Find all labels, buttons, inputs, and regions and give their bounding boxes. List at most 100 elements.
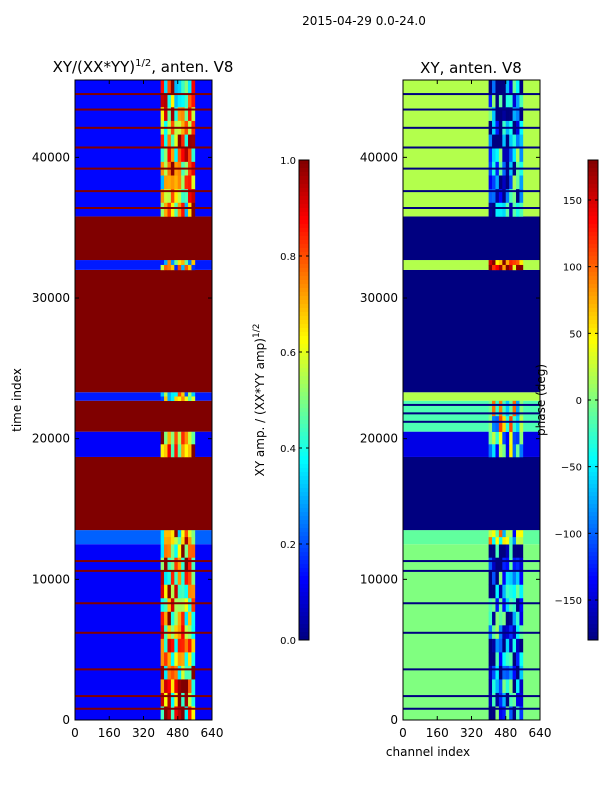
heatmap-cell: [516, 544, 520, 559]
heatmap-cell: [512, 175, 517, 190]
heatmap-cell: [160, 530, 165, 538]
heatmap-cell: [181, 80, 185, 94]
heatmap-cell: [512, 444, 517, 458]
colorbar-segment: [299, 288, 309, 293]
heatmap-cell: [188, 665, 192, 680]
heatmap-cell: [167, 431, 172, 445]
heatmap-cell: [502, 638, 507, 653]
heatmap-cell: [170, 80, 175, 94]
colorbar-segment: [588, 412, 598, 417]
heatmap-stripe: [75, 668, 212, 671]
heatmap-cell: [191, 611, 196, 626]
heatmap-cell: [164, 598, 168, 613]
colorbar-segment: [588, 492, 598, 497]
colorbar-segment: [588, 188, 598, 193]
heatmap-cell: [519, 692, 524, 707]
colorbar-segment: [299, 424, 309, 429]
phase-heatmap: [403, 80, 540, 721]
colorbar-segment: [588, 572, 598, 577]
heatmap-cell: [502, 530, 507, 538]
heatmap-cell: [498, 679, 503, 694]
heatmap-cell: [488, 584, 493, 599]
heatmap-cell: [519, 260, 524, 266]
colorbar-segment: [299, 556, 309, 561]
colorbar-segment: [299, 496, 309, 501]
heatmap-cell: [174, 692, 179, 707]
heatmap-cell: [160, 665, 165, 680]
heatmap-cell: [498, 537, 503, 545]
heatmap-cell: [495, 611, 500, 626]
heatmap-cell: [509, 431, 513, 445]
colorbar-segment: [299, 532, 309, 537]
colorbar-segment: [299, 492, 309, 497]
heatmap-cell: [492, 557, 496, 572]
heatmap-cell: [184, 598, 189, 613]
heatmap-stripe: [403, 412, 540, 415]
heatmap-cell: [495, 530, 500, 538]
colorbar-segment: [588, 516, 598, 521]
heatmap-cell: [174, 652, 179, 667]
colorbar-segment: [299, 160, 309, 165]
heatmap-cell: [498, 80, 503, 94]
colorbar-segment: [588, 624, 598, 629]
heatmap-cell: [160, 396, 165, 402]
heatmap-cell: [160, 706, 165, 721]
heatmap-cell: [181, 638, 185, 653]
heatmap-stripe: [403, 478, 540, 481]
heatmap-cell: [488, 93, 493, 108]
heatmap-cell: [184, 148, 189, 163]
heatmap-cell: [519, 431, 524, 445]
heatmap-cell: [181, 544, 185, 559]
colorbar-frame: [298, 159, 310, 641]
heatmap-cell: [174, 148, 179, 163]
heatmap-cell: [516, 93, 520, 108]
heatmap-cell: [170, 665, 175, 680]
heatmap-cell: [188, 202, 192, 217]
heatmap-cell: [492, 638, 496, 653]
heatmap-cell: [174, 396, 179, 402]
colorbar-segment: [299, 300, 309, 305]
heatmap-cell: [188, 557, 192, 572]
colorbar-segment: [588, 376, 598, 381]
colorbar-segment: [299, 600, 309, 605]
colorbar-segment: [299, 296, 309, 301]
heatmap-stripe: [75, 464, 212, 467]
heatmap-stripe: [75, 631, 212, 634]
colorbar-segment: [588, 388, 598, 393]
heatmap-cell: [519, 416, 524, 432]
colorbar-segment: [588, 444, 598, 449]
heatmap-cell: [488, 611, 493, 626]
heatmap-cell: [160, 557, 165, 572]
heatmap-cell: [188, 396, 192, 402]
heatmap-cell: [509, 80, 513, 94]
colorbar-segment: [299, 232, 309, 237]
colorbar-segment: [588, 576, 598, 581]
heatmap-cell: [184, 611, 189, 626]
heatmap-cell: [498, 93, 503, 108]
suptitle: 2015-04-29 0.0-24.0: [302, 14, 426, 28]
y-tick-label: 0: [390, 713, 398, 727]
heatmap-cell: [170, 530, 175, 538]
heatmap-cell: [174, 93, 179, 108]
colorbar-segment: [588, 360, 598, 365]
colorbar-segment: [299, 388, 309, 393]
heatmap-cell: [498, 175, 503, 190]
heatmap-cell: [492, 584, 496, 599]
colorbar-segment: [299, 560, 309, 565]
heatmap-cell: [170, 148, 175, 163]
heatmap-cell: [170, 444, 175, 458]
heatmap-cell: [167, 638, 172, 653]
heatmap-cell: [505, 638, 510, 653]
heatmap-cell: [495, 638, 500, 653]
heatmap-cell: [167, 598, 172, 613]
colorbar-segment: [299, 264, 309, 269]
heatmap-cell: [177, 444, 182, 458]
heatmap-cell: [512, 665, 517, 680]
heatmap-cell: [502, 202, 507, 217]
heatmap-cell: [492, 260, 496, 266]
heatmap-cell: [191, 134, 196, 149]
heatmap-stripe: [75, 167, 212, 170]
heatmap-cell: [509, 584, 513, 599]
heatmap-cell: [509, 706, 513, 721]
heatmap-cell: [160, 175, 165, 190]
